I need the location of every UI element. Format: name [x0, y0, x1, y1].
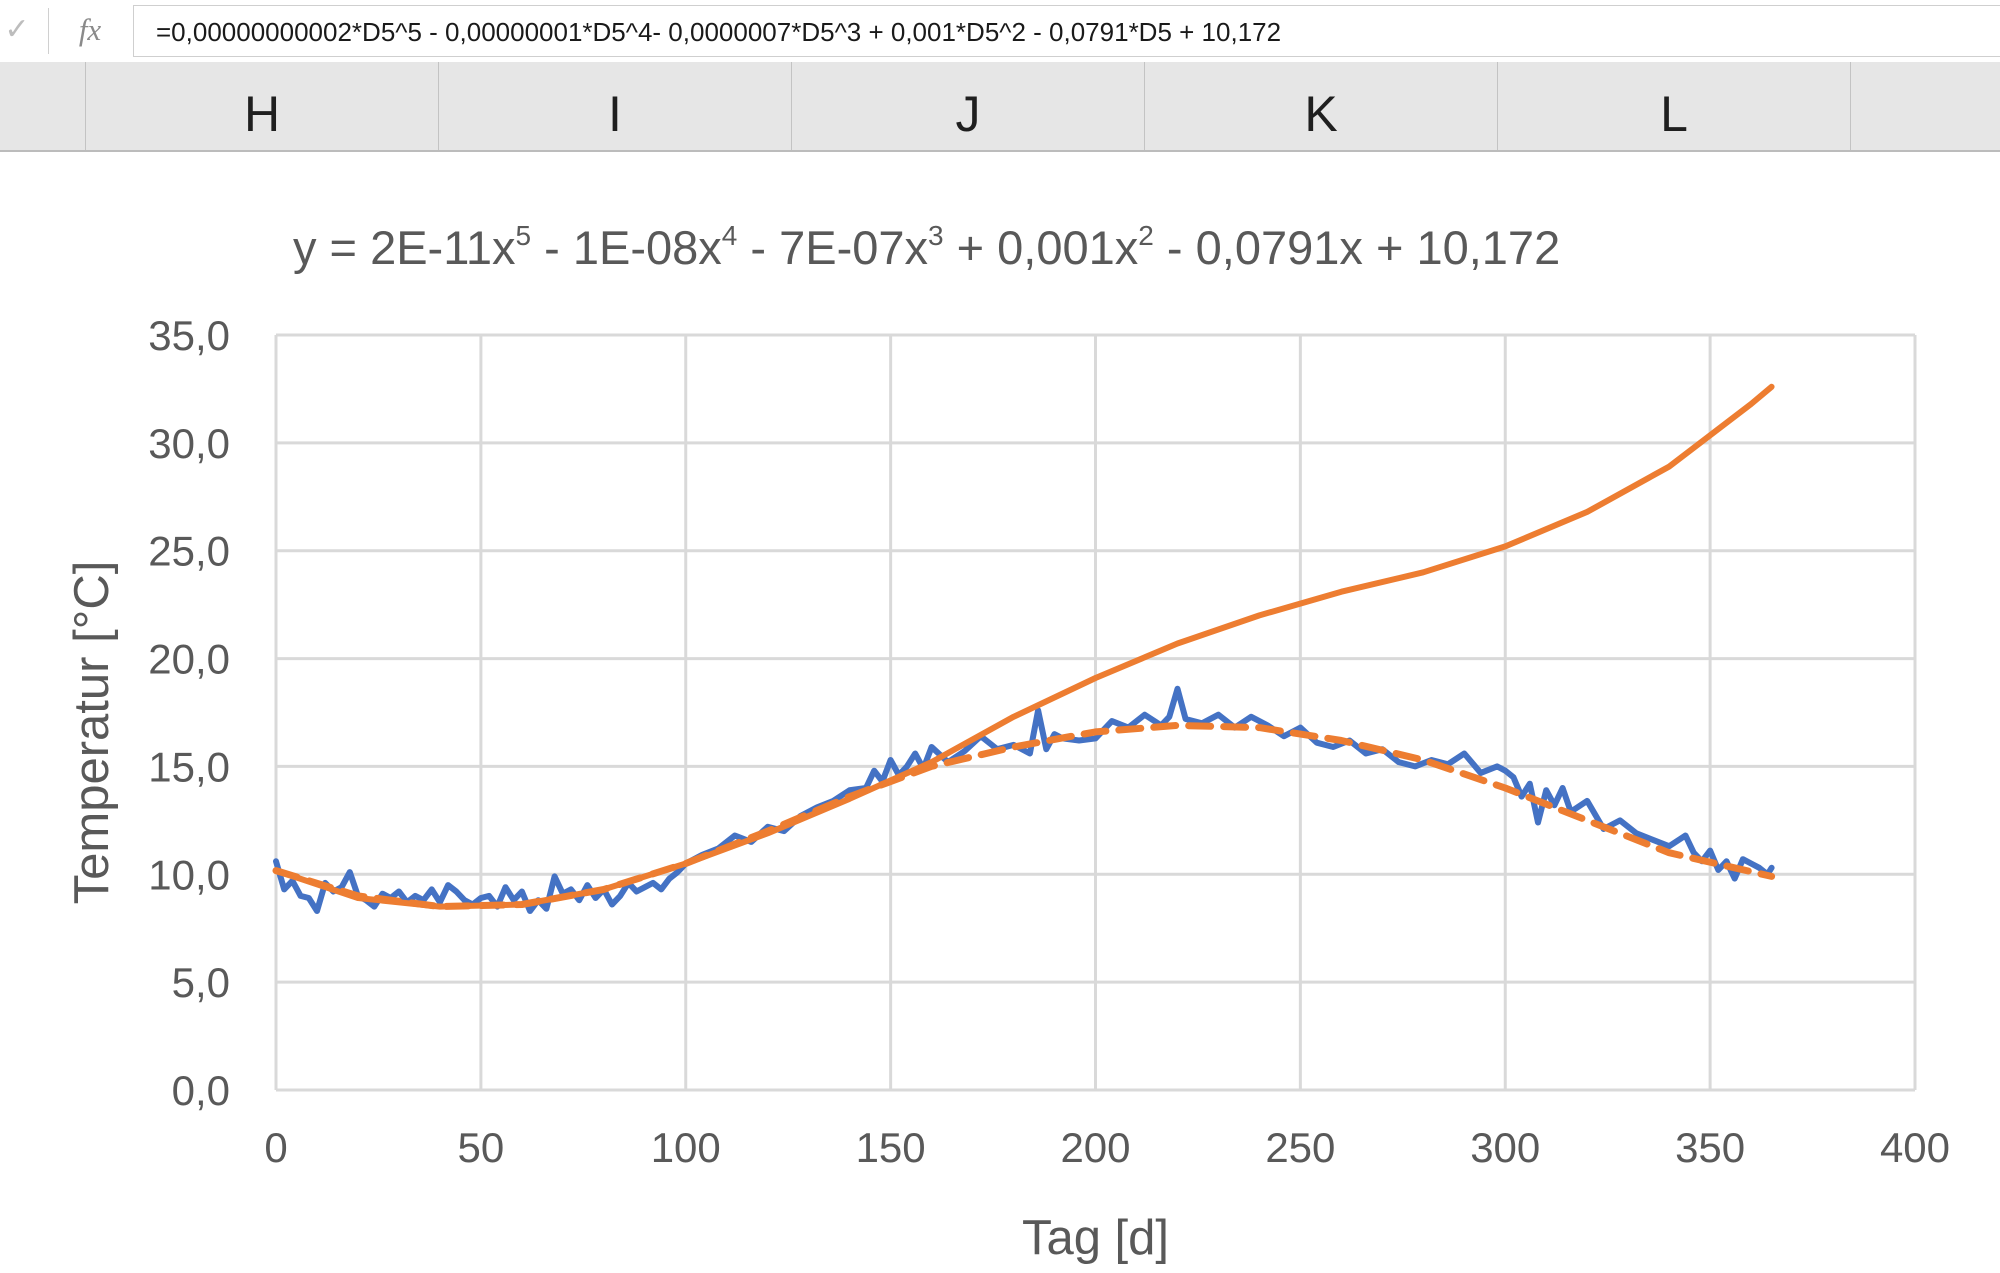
y-tick-label: 15,0: [148, 743, 230, 790]
equation-exponent: 2: [1138, 220, 1154, 252]
x-tick-label: 50: [458, 1124, 505, 1171]
formula-input[interactable]: =0,00000000002*D5^5 - 0,00000001*D5^4- 0…: [133, 5, 2000, 57]
equation-exponent: 5: [515, 220, 532, 252]
equation-part: y = 2E-11x: [293, 221, 516, 274]
y-tick-label: 25,0: [148, 528, 230, 575]
equation-exponent: 4: [721, 220, 738, 252]
y-tick-label: 20,0: [148, 636, 230, 683]
y-tick-label: 35,0: [148, 312, 230, 359]
y-tick-label: 10,0: [148, 851, 230, 898]
x-tick-label: 200: [1060, 1124, 1130, 1171]
column-header-i[interactable]: I: [439, 62, 792, 150]
equation-part: - 7E-07x: [737, 221, 929, 274]
column-header-g[interactable]: [0, 62, 86, 150]
x-tick-label: 400: [1880, 1124, 1950, 1171]
gridlines: [274, 333, 1917, 1092]
measured-temperature-line: [273, 685, 1775, 914]
column-header-h[interactable]: H: [86, 62, 439, 150]
x-tick-label: 100: [651, 1124, 721, 1171]
series-lines: [272, 383, 1776, 914]
tick-labels: 0 50 100 150 200 250 300 350 400 0,0 5,0 10,0 15,0 20…: [148, 312, 1950, 1171]
insert-function-icon[interactable]: fx: [78, 12, 102, 47]
equation-part: + 0,001x: [943, 221, 1139, 274]
x-axis-title: Tag [d]: [1022, 1211, 1169, 1265]
column-header-l[interactable]: L: [1498, 62, 1851, 150]
x-tick-label: 150: [856, 1124, 926, 1171]
equation-part: - 1E-08x: [531, 221, 722, 274]
x-tick-label: 250: [1265, 1124, 1335, 1171]
equation-exponent: 3: [928, 220, 944, 252]
chart-plot-svg: 0 50 100 150 200 250 300 350 400 0,0 5,0 10,0 15,0 20…: [65, 312, 1950, 1265]
trendline-equation[interactable]: y = 2E-11x5 - 1E-08x4 - 7E-07x3 + 0,001x…: [293, 220, 1560, 275]
chart[interactable]: y = 2E-11x5 - 1E-08x4 - 7E-07x3 + 0,001x…: [0, 152, 2000, 1273]
x-tick-label: 300: [1470, 1124, 1540, 1171]
x-tick-label: 0: [264, 1124, 287, 1171]
column-header-m[interactable]: [1851, 62, 2000, 150]
equation-part: - 0,0791x + 10,172: [1153, 221, 1561, 274]
column-header-k[interactable]: K: [1145, 62, 1498, 150]
y-tick-label: 30,0: [148, 420, 230, 467]
formula-bar: ✓ fx =0,00000000002*D5^5 - 0,00000001*D5…: [0, 0, 2000, 63]
checkmark-icon[interactable]: ✓: [4, 13, 30, 46]
x-tick-label: 350: [1675, 1124, 1745, 1171]
y-tick-label: 5,0: [172, 959, 230, 1006]
y-axis-title: Temperatur [°C]: [65, 561, 119, 905]
column-header-j[interactable]: J: [792, 62, 1145, 150]
column-header-row: H I J K L: [0, 62, 2000, 152]
formula-curve: [273, 383, 1775, 910]
formula-bar-separator: [48, 8, 49, 54]
y-tick-label: 0,0: [172, 1067, 230, 1114]
